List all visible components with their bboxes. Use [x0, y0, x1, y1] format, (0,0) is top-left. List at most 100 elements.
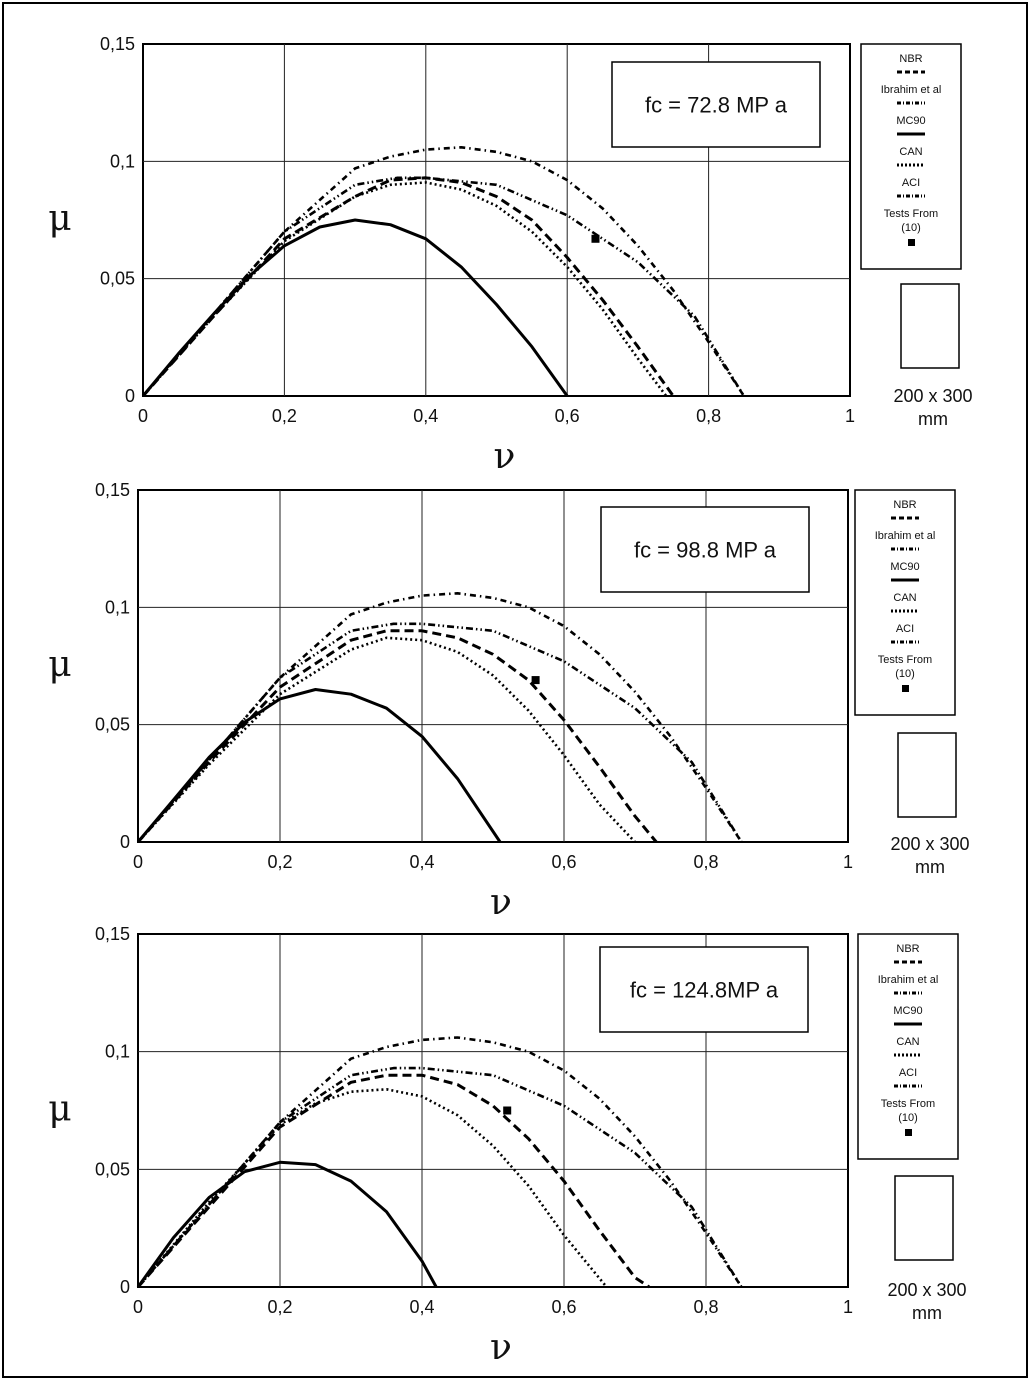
- legend-label: (10): [895, 668, 915, 680]
- y-axis-label: μ: [48, 198, 71, 239]
- section-rect: [900, 283, 960, 369]
- chart-panel-3: 0 0,2 0,4 0,6 0,8 1 0 0,05 0,1 0,15 ν μ fc = 124.8MP…: [48, 924, 966, 1368]
- x-tick-label: 0,8: [696, 406, 721, 426]
- x-tick-label: 0,4: [409, 852, 434, 872]
- x-axis-label: ν: [494, 436, 516, 477]
- fc-label: fc = 72.8 MP a: [645, 93, 788, 118]
- y-tick-label: 0: [125, 386, 135, 406]
- series-line: [136, 1160, 438, 1288]
- legend-box: [854, 489, 956, 716]
- chart-panel-1: 0 0,2 0,4 0,6 0,8 1 0 0,05 0,1 0,15 ν μ fc = 72.8 MP…: [48, 34, 972, 477]
- x-tick-label: 0,2: [267, 852, 292, 872]
- section-rect: [897, 732, 957, 818]
- y-tick-label: 0,15: [100, 34, 135, 54]
- legend-box: [860, 43, 962, 270]
- legend-label: ACI: [902, 177, 920, 189]
- section-unit: mm: [918, 409, 948, 429]
- legend-label: Tests From: [881, 1098, 935, 1110]
- legend-label: ACI: [896, 623, 914, 635]
- y-axis-label: μ: [48, 1089, 71, 1130]
- legend-label: CAN: [899, 146, 922, 158]
- legend-label: Ibrahim et al: [881, 84, 942, 96]
- fc-label: fc = 124.8MP a: [630, 978, 779, 1003]
- x-tick-label: 0,6: [551, 1297, 576, 1317]
- legend-label: MC90: [890, 561, 919, 573]
- section-unit: mm: [915, 857, 945, 877]
- fc-box: [611, 61, 821, 148]
- y-tick-label: 0,1: [105, 597, 130, 617]
- legend-label: CAN: [893, 592, 916, 604]
- series-line: [137, 592, 743, 843]
- series-line: [142, 176, 746, 397]
- legend-label: MC90: [893, 1005, 922, 1017]
- series-line: [136, 1073, 651, 1289]
- y-tick-label: 0,05: [100, 269, 135, 289]
- legend-label: CAN: [896, 1036, 919, 1048]
- legend-label: NBR: [896, 943, 919, 955]
- y-tick-label: 0,05: [95, 1159, 130, 1179]
- legend-test-marker: [902, 685, 909, 692]
- legend-label: Tests From: [884, 208, 938, 220]
- legend-label: (10): [898, 1112, 918, 1124]
- test-point: [531, 676, 540, 685]
- legend-test-marker: [908, 239, 915, 246]
- legend-label: Ibrahim et al: [875, 530, 936, 542]
- x-tick-label: 0,8: [693, 852, 718, 872]
- fc-box: [600, 506, 810, 593]
- series-line: [137, 1066, 743, 1288]
- series-line: [141, 176, 675, 397]
- x-axis-label: ν: [490, 1327, 512, 1368]
- x-tick-label: 0,2: [267, 1297, 292, 1317]
- legend-label: Tests From: [878, 654, 932, 666]
- series-line: [137, 1088, 608, 1288]
- x-tick-label: 0,6: [551, 852, 576, 872]
- y-tick-label: 0: [120, 832, 130, 852]
- fc-label: fc = 98.8 MP a: [634, 538, 777, 563]
- legend-label: ACI: [899, 1067, 917, 1079]
- fc-box: [599, 946, 809, 1033]
- series-line: [137, 622, 743, 843]
- series-line: [137, 1036, 743, 1288]
- y-axis-label: μ: [48, 644, 71, 685]
- section-dimension: 200 x 300: [890, 834, 969, 854]
- legend-label: NBR: [899, 53, 922, 65]
- x-tick-label: 0: [138, 406, 148, 426]
- x-tick-label: 1: [843, 852, 853, 872]
- x-tick-label: 0,4: [413, 406, 438, 426]
- y-tick-label: 0,1: [110, 151, 135, 171]
- section-dimension: 200 x 300: [893, 386, 972, 406]
- x-tick-label: 0,2: [272, 406, 297, 426]
- section-unit: mm: [912, 1303, 942, 1323]
- y-tick-label: 0,15: [95, 480, 130, 500]
- y-tick-label: 0,15: [95, 924, 130, 944]
- series-line: [141, 218, 569, 397]
- series-line: [137, 636, 636, 843]
- y-tick-label: 0: [120, 1277, 130, 1297]
- legend-test-marker: [905, 1129, 912, 1136]
- series-line: [142, 146, 745, 397]
- x-tick-label: 0,8: [693, 1297, 718, 1317]
- legend-label: (10): [901, 222, 921, 234]
- legend-label: Ibrahim et al: [878, 974, 939, 986]
- legend-label: MC90: [896, 115, 925, 127]
- series-line: [136, 629, 658, 843]
- x-tick-label: 0: [133, 852, 143, 872]
- section-rect: [894, 1175, 954, 1261]
- y-tick-label: 0,1: [105, 1042, 130, 1062]
- x-tick-label: 1: [843, 1297, 853, 1317]
- x-axis-label: ν: [490, 882, 512, 923]
- x-tick-label: 0,6: [555, 406, 580, 426]
- legend-label: NBR: [893, 499, 916, 511]
- section-dimension: 200 x 300: [887, 1280, 966, 1300]
- chart-panel-2: 0 0,2 0,4 0,6 0,8 1 0 0,05 0,1 0,15 ν μ fc = 98.8 MP…: [48, 480, 969, 923]
- test-point: [591, 234, 600, 243]
- legend-box: [857, 933, 959, 1160]
- y-tick-label: 0,05: [95, 715, 130, 735]
- x-tick-label: 1: [845, 406, 855, 426]
- x-tick-label: 0,4: [409, 1297, 434, 1317]
- x-tick-label: 0: [133, 1297, 143, 1317]
- test-point: [503, 1106, 512, 1115]
